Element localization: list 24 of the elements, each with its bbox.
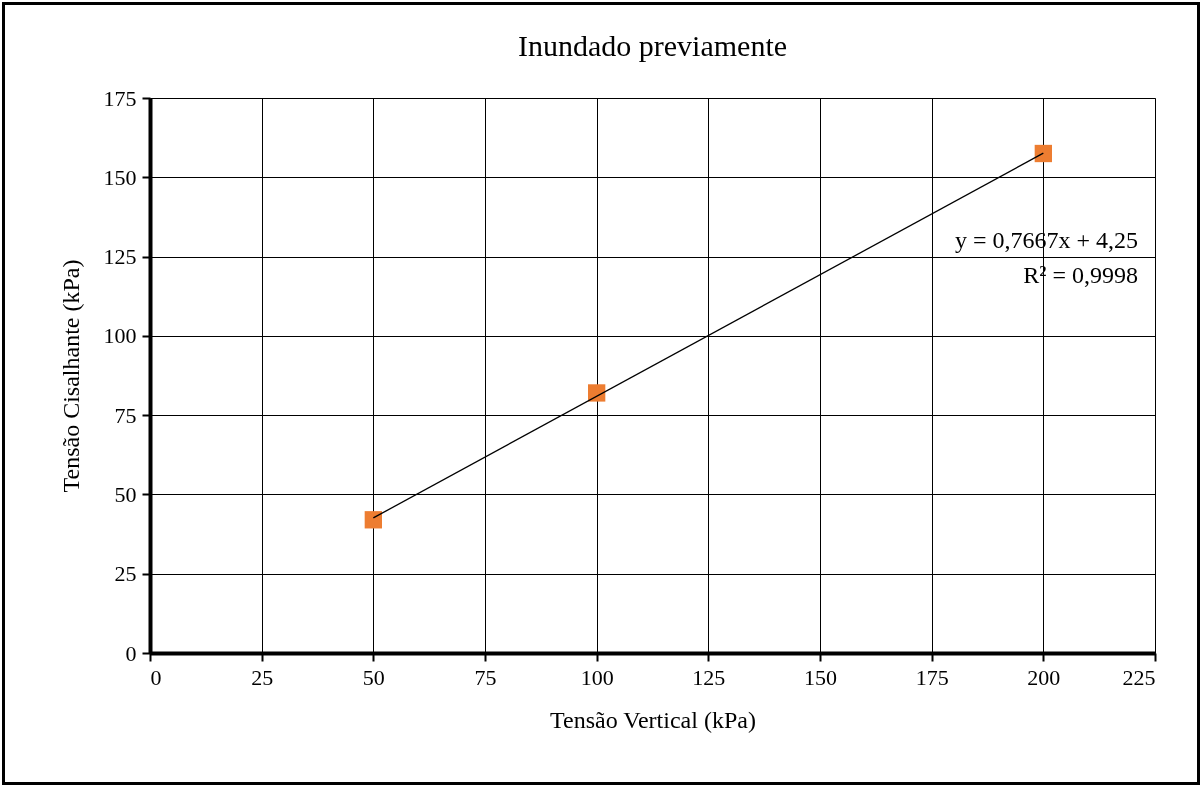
y-tick-label: 25 xyxy=(114,561,137,587)
x-tick-label: 100 xyxy=(580,664,614,690)
chart-title: Inundado previamente xyxy=(517,29,788,62)
x-tick-label: 0 xyxy=(150,664,162,690)
x-tick-label: 50 xyxy=(362,664,385,690)
point xyxy=(588,384,606,402)
y-axis-title: Tensão Cisalhante (kPa) xyxy=(57,259,84,493)
x-tick-label: 225 xyxy=(1122,664,1156,690)
x-tick-label: 25 xyxy=(251,664,274,690)
y-tick-label: 75 xyxy=(114,402,137,428)
y-tick-label: 0 xyxy=(125,640,137,666)
x-axis-title: Tensão Vertical (kPa) xyxy=(550,706,756,733)
x-tick-label: 175 xyxy=(915,664,949,690)
point xyxy=(1034,144,1052,163)
point xyxy=(364,511,382,529)
y-tick-label: 100 xyxy=(103,323,137,349)
y-tick-label: 50 xyxy=(114,481,137,507)
x-tick-label: 125 xyxy=(692,664,726,690)
y-tick-label: 125 xyxy=(103,244,137,270)
x-tick-label: 150 xyxy=(804,664,837,690)
x-tick-label: 200 xyxy=(1027,664,1061,690)
x-tick-label: 75 xyxy=(474,664,497,690)
y-tick-label: 175 xyxy=(103,85,137,111)
y-tick-label: 150 xyxy=(103,164,137,190)
